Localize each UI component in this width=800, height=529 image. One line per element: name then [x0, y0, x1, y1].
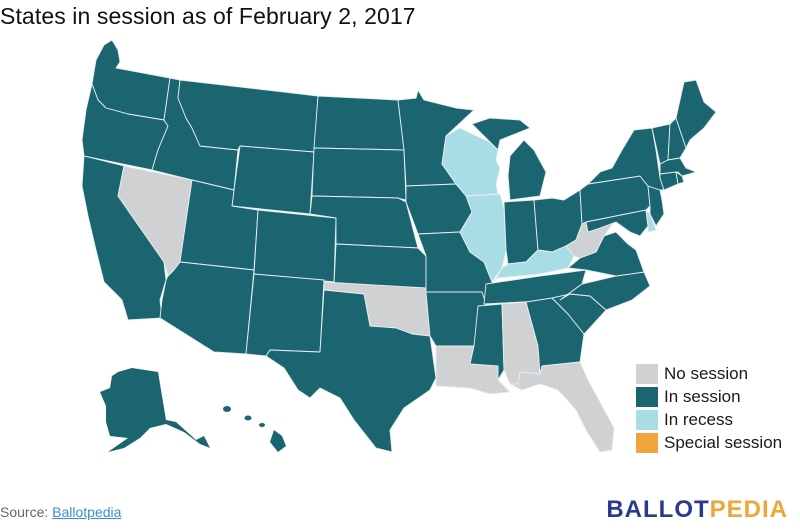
- legend-item-in-recess: In recess: [636, 409, 782, 431]
- state-new-mexico[interactable]: [245, 273, 325, 357]
- legend-label: In recess: [664, 410, 733, 429]
- source-credit: Source: Ballotpedia: [0, 504, 121, 520]
- state-wyoming[interactable]: [231, 145, 315, 215]
- logo-part-pedia: PEDIA: [709, 496, 788, 523]
- state-north-carolina[interactable]: [559, 271, 651, 311]
- ballotpedia-logo: BALLOTPEDIA: [606, 496, 788, 524]
- state-delaware[interactable]: [645, 209, 657, 233]
- state-maine[interactable]: [675, 79, 717, 149]
- state-florida[interactable]: [509, 361, 615, 453]
- state-connecticut[interactable]: [659, 171, 679, 191]
- state-kansas[interactable]: [333, 243, 427, 289]
- state-north-dakota[interactable]: [313, 95, 405, 151]
- state-new-hampshire[interactable]: [667, 117, 687, 161]
- legend-item-special-session: Special session: [636, 432, 782, 454]
- swatch-no-session: [636, 364, 658, 384]
- state-minnesota[interactable]: [397, 89, 475, 187]
- map-title: States in session as of February 2, 2017: [0, 3, 416, 29]
- legend-item-no-session: No session: [636, 363, 782, 385]
- state-illinois[interactable]: [459, 193, 507, 283]
- contiguous-states: [81, 39, 717, 453]
- state-texas[interactable]: [265, 289, 437, 453]
- state-hawaii[interactable]: [223, 406, 286, 452]
- swatch-special-session: [636, 433, 658, 453]
- source-prefix: Source:: [0, 504, 53, 520]
- legend-item-in-session: In session: [636, 386, 782, 408]
- state-new-york[interactable]: [587, 127, 665, 191]
- state-south-dakota[interactable]: [311, 147, 407, 201]
- state-alaska[interactable]: [100, 368, 210, 452]
- state-kentucky[interactable]: [493, 245, 575, 283]
- swatch-in-session: [636, 387, 658, 407]
- map-legend: No session In session In recess Special …: [636, 363, 782, 455]
- state-michigan[interactable]: [471, 117, 547, 201]
- source-link[interactable]: Ballotpedia: [52, 504, 122, 520]
- legend-label: In session: [664, 387, 741, 406]
- state-indiana[interactable]: [503, 199, 539, 265]
- state-montana[interactable]: [177, 79, 319, 153]
- state-rhode-island[interactable]: [675, 171, 685, 185]
- state-new-jersey[interactable]: [647, 185, 665, 227]
- logo-part-ballot: BALLOT: [606, 496, 710, 523]
- state-arizona[interactable]: [159, 261, 255, 355]
- swatch-in-recess: [636, 410, 658, 430]
- legend-label: No session: [664, 364, 749, 383]
- state-colorado[interactable]: [253, 209, 337, 283]
- state-wisconsin[interactable]: [441, 127, 501, 197]
- legend-label: Special session: [664, 433, 783, 452]
